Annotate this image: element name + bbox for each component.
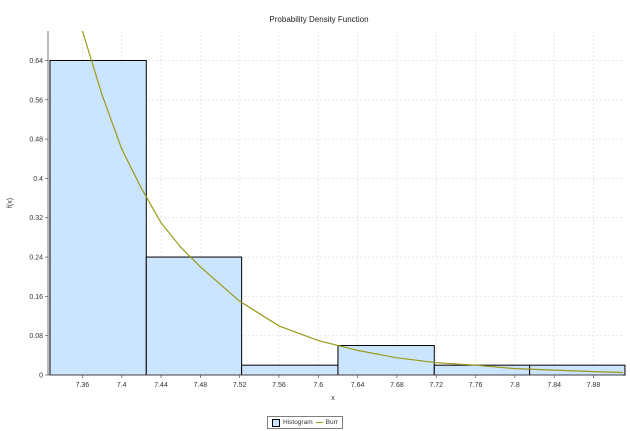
x-tick-label: 7.72 xyxy=(429,382,443,389)
x-tick-label: 7.88 xyxy=(587,382,601,389)
x-tick-label: 7.44 xyxy=(154,382,168,389)
legend: Histogram Burr xyxy=(267,416,343,429)
histogram-bar xyxy=(241,364,339,376)
y-tick-label: 0.08 xyxy=(29,333,43,340)
y-tick-label: 0.24 xyxy=(29,255,43,262)
x-tick-label: 7.84 xyxy=(547,382,561,389)
y-tick-label: 0 xyxy=(39,373,43,380)
y-tick-label: 0.56 xyxy=(29,97,43,104)
y-tick-label: 0.4 xyxy=(33,176,43,183)
x-axis-label: x xyxy=(331,395,335,402)
histogram-bar xyxy=(433,364,531,376)
legend-histogram-swatch xyxy=(272,418,280,427)
y-axis-label: f(x) xyxy=(7,198,14,208)
legend-burr-label: Burr xyxy=(325,419,338,426)
x-tick-label: 7.76 xyxy=(469,382,483,389)
legend-histogram-label: Histogram xyxy=(283,419,313,426)
x-tick-label: 7.56 xyxy=(272,382,286,389)
x-tick-label: 7.52 xyxy=(233,382,247,389)
axes: 7.36 7.4 7.44 7.48 7.52 7.56 7.6 7.64 7.68 7.72 7.… xyxy=(29,31,623,389)
x-tick-label: 7.36 xyxy=(76,382,90,389)
x-tick-label: 7.6 xyxy=(313,382,323,389)
x-tick-label: 7.4 xyxy=(117,382,127,389)
histogram-bar xyxy=(49,59,147,376)
burr-curve xyxy=(81,31,623,374)
y-tick-label: 0.64 xyxy=(29,58,43,65)
burr-curve-layer xyxy=(81,31,623,374)
y-tick-label: 0.32 xyxy=(29,215,43,222)
histogram-bars xyxy=(49,59,626,376)
legend-burr-swatch xyxy=(315,422,323,423)
chart-title: Probability Density Function xyxy=(269,15,368,24)
y-tick-label: 0.16 xyxy=(29,294,43,301)
x-tick-label: 7.64 xyxy=(351,382,365,389)
x-tick-label: 7.68 xyxy=(390,382,404,389)
y-tick-label: 0.48 xyxy=(29,137,43,144)
x-tick-label: 7.48 xyxy=(194,382,208,389)
x-tick-label: 7.8 xyxy=(510,382,520,389)
histogram-bar xyxy=(145,256,243,376)
